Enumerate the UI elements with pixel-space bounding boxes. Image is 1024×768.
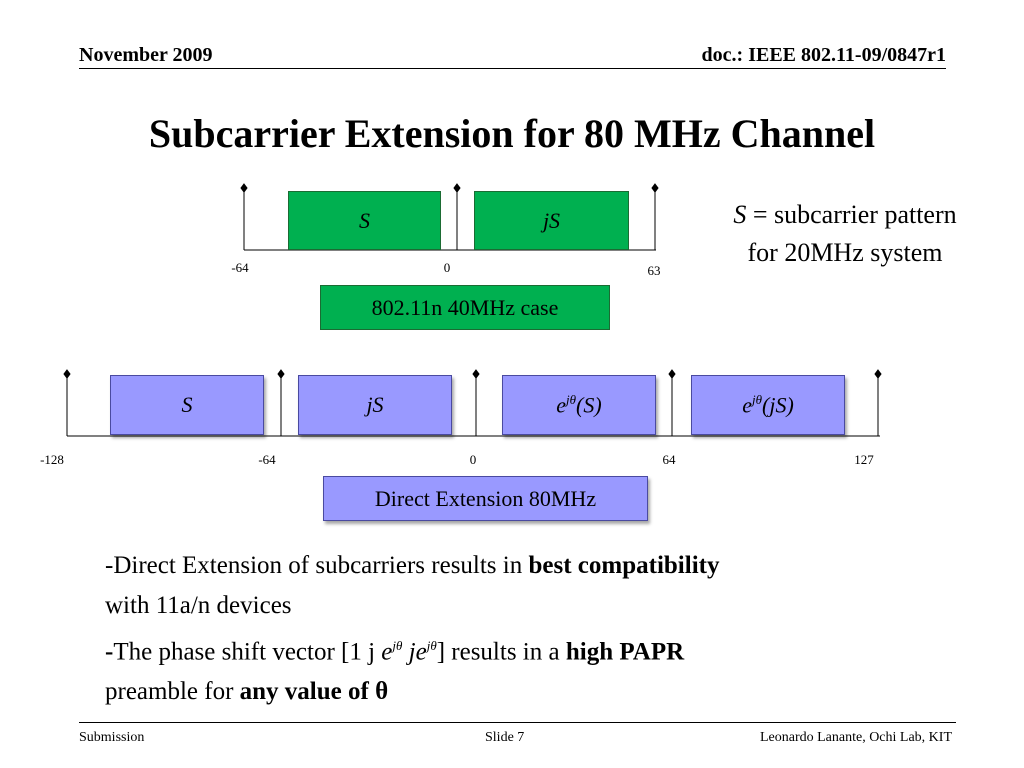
tick-80-64: 64 (662, 452, 676, 467)
tick-80-neg64: -64 (258, 452, 276, 467)
block-80-ejtheta-js-label: ejθ(jS) (742, 391, 794, 418)
body-line3: -The phase shift vector [1 j ejθ jejθ] r… (105, 638, 685, 666)
header-doc-id: doc.: IEEE 802.11-09/0847r1 (701, 44, 946, 66)
tick-80-neg128: -128 (40, 452, 64, 467)
header-date: November 2009 (79, 44, 213, 66)
caption-40mhz: 802.11n 40MHz case (320, 285, 610, 330)
block-80-s: S (110, 375, 264, 435)
caption-80mhz: Direct Extension 80MHz (323, 476, 648, 521)
side-note-text1: = subcarrier pattern (746, 200, 957, 229)
footer-author: Leonardo Lanante, Ochi Lab, KIT (759, 730, 952, 745)
block-40-s-label: S (359, 207, 370, 233)
footer-slide-number: Slide 7 (485, 730, 525, 745)
body-line1: -Direct Extension of subcarriers results… (105, 552, 720, 579)
marker-diamond-80-1 (63, 369, 71, 379)
footer-submission: Submission (79, 730, 145, 745)
body-line4: preamble for any value of θ (105, 678, 389, 706)
marker-diamond-80-4 (668, 369, 676, 379)
body-text: -Direct Extension of subcarriers results… (105, 546, 965, 712)
block-40-s: S (288, 191, 441, 250)
block-80-js-label: jS (366, 392, 384, 417)
tick-40-zero: 0 (443, 260, 451, 275)
header-rule (79, 68, 946, 69)
block-40-js-label: jS (542, 207, 561, 233)
marker-diamond-80-2 (277, 369, 285, 379)
footer-rule (79, 722, 956, 723)
body-line2: with 11a/n devices (105, 592, 292, 619)
side-note-line1: S = subcarrier pattern (690, 196, 1000, 234)
marker-diamond-80-3 (472, 369, 480, 379)
block-80-js: jS (298, 375, 452, 435)
slide-title: Subcarrier Extension for 80 MHz Channel (148, 111, 876, 156)
block-80-ejtheta-s: ejθ(S) (502, 375, 656, 435)
tick-80-127: 127 (854, 452, 874, 467)
side-note-line2: for 20MHz system (747, 238, 943, 267)
block-80-s-label: S (181, 392, 193, 417)
side-note-symbol: S (733, 200, 747, 229)
marker-diamond-40-right (651, 183, 659, 193)
marker-diamond-40-left (240, 183, 248, 193)
block-40-js: jS (474, 191, 629, 250)
tick-40-neg64: -64 (231, 260, 249, 275)
marker-diamond-80-5 (874, 369, 882, 379)
tick-40-63: 63 (647, 263, 661, 278)
block-80-ejtheta-s-label: ejθ(S) (556, 391, 602, 418)
tick-80-zero: 0 (469, 452, 477, 467)
side-note: S = subcarrier pattern for 20MHz system (690, 196, 1000, 272)
block-80-ejtheta-js: ejθ(jS) (691, 375, 845, 435)
marker-diamond-40-center (453, 183, 461, 193)
